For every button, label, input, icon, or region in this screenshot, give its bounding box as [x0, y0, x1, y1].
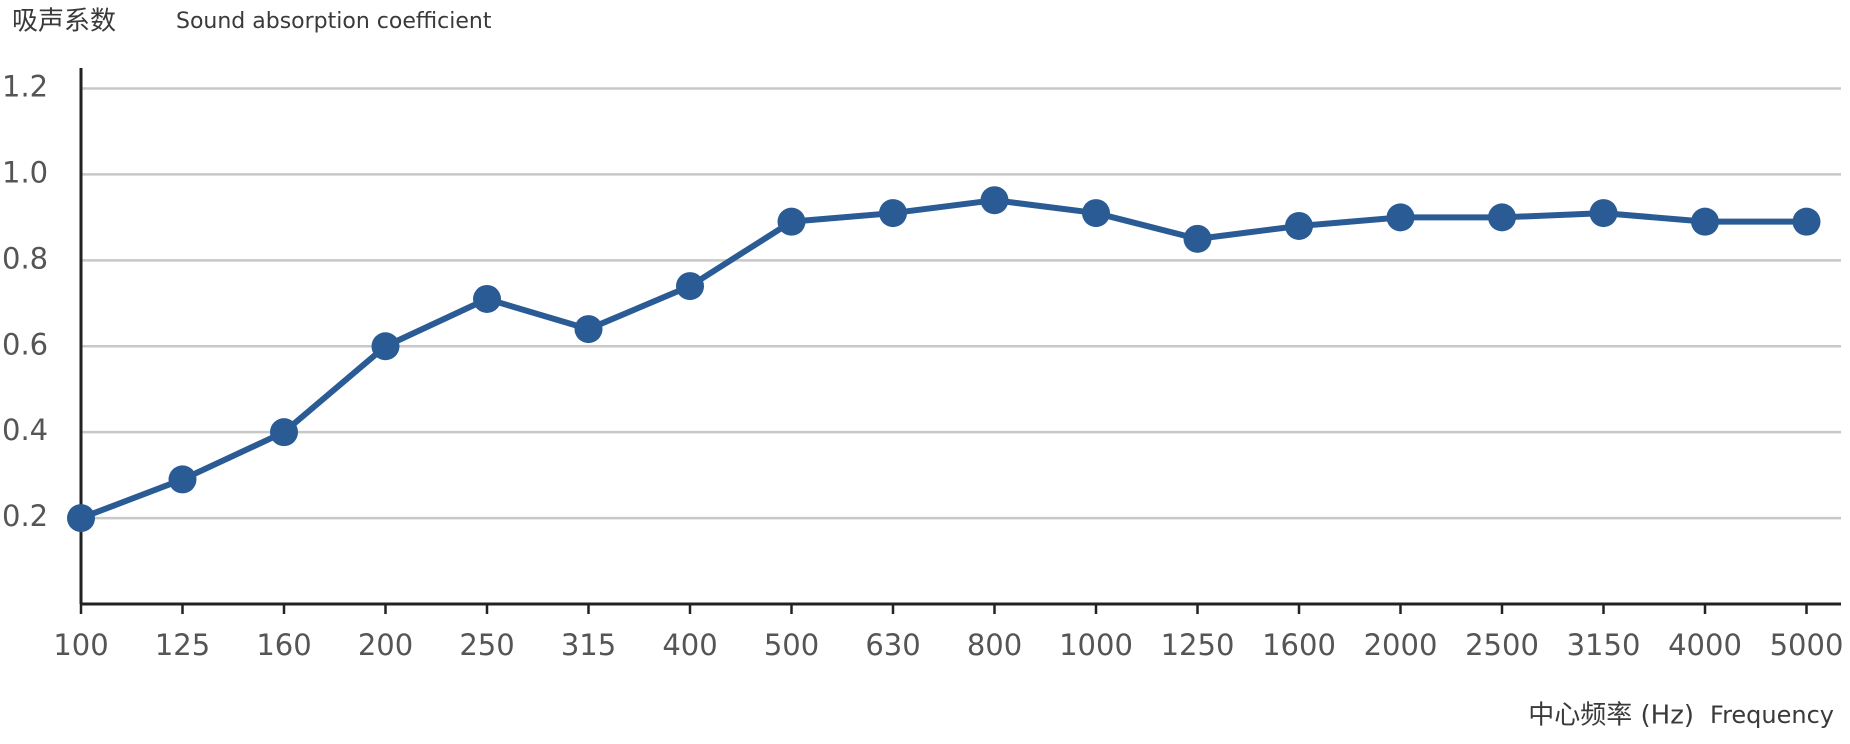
x-tick-label: 2000: [1364, 628, 1438, 662]
x-tick-label: 250: [459, 628, 514, 662]
data-point: [1285, 211, 1313, 240]
data-point: [1183, 224, 1212, 253]
y-tick-label: 0.6: [2, 327, 48, 361]
data-point: [980, 186, 1009, 215]
x-tick-label: 100: [53, 628, 108, 662]
y-tick-label: 1.0: [2, 155, 48, 189]
y-title-en: Sound absorption coefficient: [176, 9, 492, 34]
x-tick-label: 315: [561, 628, 616, 662]
x-title: 中心频率 (Hz): [1528, 701, 1694, 731]
x-tick-label: 630: [865, 628, 920, 662]
data-point: [574, 315, 603, 344]
y-tick-label: 0.8: [2, 241, 48, 275]
x-tick-label: 200: [358, 628, 413, 662]
x-tick-label: 4000: [1668, 628, 1742, 662]
x-tick-label: 400: [662, 628, 717, 662]
data-point: [879, 199, 907, 228]
y-tick-label: 0.4: [2, 413, 48, 447]
y-tick-label: 1.2: [2, 70, 48, 104]
data-point: [777, 207, 806, 236]
data-point: [67, 504, 95, 533]
data-point: [1589, 199, 1618, 228]
y-tick-label: 0.2: [2, 499, 48, 533]
data-point: [473, 284, 501, 313]
data-point: [1792, 207, 1821, 236]
x-tick-label: 1250: [1161, 628, 1235, 662]
data-point: [1386, 203, 1415, 232]
x-tick-label: 1000: [1059, 628, 1133, 662]
x-tick-label: 2500: [1465, 628, 1539, 662]
data-point: [371, 332, 400, 361]
x-tick-label: 1600: [1262, 628, 1336, 662]
x-tick-label: 800: [967, 628, 1022, 662]
x-tick-label: 160: [256, 628, 311, 662]
data-point: [1082, 199, 1110, 228]
x-title-en: Frequency: [1710, 701, 1834, 729]
y-title: 吸声系数: [12, 7, 116, 37]
data-point: [270, 418, 298, 447]
data-point: [168, 465, 197, 494]
x-tick-label: 125: [155, 628, 210, 662]
data-point: [1488, 203, 1516, 232]
x-tick-label: 3150: [1567, 628, 1641, 662]
x-tick-label: 5000: [1770, 628, 1844, 662]
x-tick-label: 500: [764, 628, 819, 662]
data-point: [1691, 207, 1719, 236]
data-point: [676, 272, 704, 301]
series-line: [79, 197, 1807, 521]
